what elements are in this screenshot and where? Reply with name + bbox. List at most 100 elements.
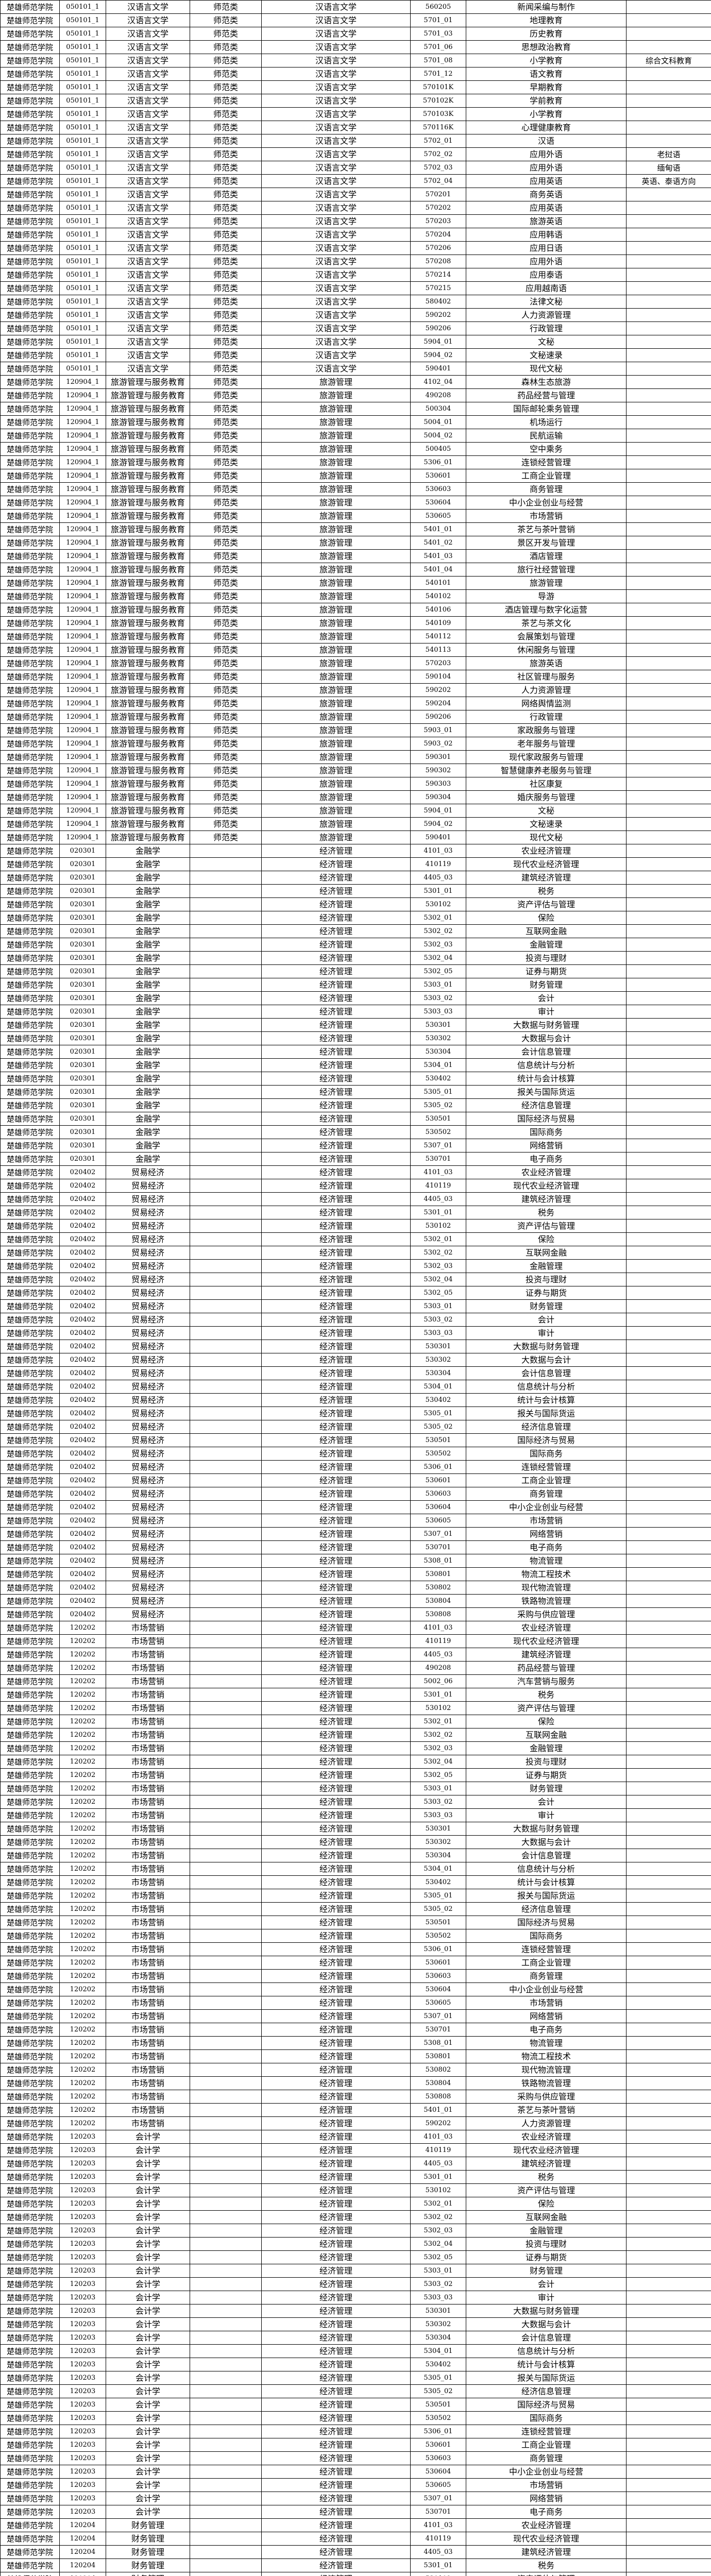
cell-school: 楚雄师范学院 xyxy=(0,1460,60,1474)
cell-college-category: 经济管理 xyxy=(261,2411,411,2425)
cell-college-code: 5308_01 xyxy=(410,2036,466,2050)
cell-school: 楚雄师范学院 xyxy=(0,737,60,751)
cell-college-category: 经济管理 xyxy=(261,2277,411,2291)
cell-school: 楚雄师范学院 xyxy=(0,1179,60,1193)
table-row: 楚雄师范学院 120203 会计学 经济管理 530701 电子商务 xyxy=(0,2505,711,2519)
cell-college-major: 农业经济管理 xyxy=(466,1621,627,1635)
cell-normal-category xyxy=(190,1996,262,2010)
cell-college-code: 5701_08 xyxy=(410,54,466,67)
cell-undergrad-major: 贸易经济 xyxy=(106,1581,190,1595)
cell-college-code: 5302_04 xyxy=(410,951,466,965)
cell-undergrad-code: 020402 xyxy=(59,1165,106,1179)
cell-undergrad-code: 120204 xyxy=(59,2545,106,2559)
cell-normal-category xyxy=(190,2478,262,2492)
cell-remark xyxy=(626,2451,711,2465)
table-row: 楚雄师范学院 020402 贸易经济 经济管理 5305_02 经济信息管理 xyxy=(0,1420,711,1434)
cell-normal-category xyxy=(190,2036,262,2050)
cell-remark xyxy=(626,482,711,496)
cell-remark: 综合文科教育 xyxy=(626,54,711,67)
table-row: 楚雄师范学院 120202 市场营销 经济管理 5301_01 税务 xyxy=(0,1688,711,1702)
cell-normal-category xyxy=(190,1326,262,1340)
cell-remark xyxy=(626,2009,711,2023)
cell-college-code: 5302_05 xyxy=(410,964,466,978)
cell-college-code: 5301_01 xyxy=(410,2170,466,2184)
cell-undergrad-major: 汉语言文学 xyxy=(106,348,190,362)
table-row: 楚雄师范学院 120904_1 旅游管理与服务教育 师范类 旅游管理 590206 行政管理 xyxy=(0,710,711,724)
cell-college-major: 老年服务与管理 xyxy=(466,737,627,751)
cell-college-category: 经济管理 xyxy=(261,1420,411,1434)
cell-undergrad-major: 金融学 xyxy=(106,951,190,965)
cell-undergrad-major: 贸易经济 xyxy=(106,1527,190,1541)
cell-college-code: 410119 xyxy=(410,2532,466,2546)
table-row: 楚雄师范学院 120203 会计学 经济管理 5305_02 经济信息管理 xyxy=(0,2384,711,2398)
cell-undergrad-major: 会计学 xyxy=(106,2183,190,2197)
cell-undergrad-code: 020402 xyxy=(59,1607,106,1621)
cell-remark xyxy=(626,67,711,81)
cell-normal-category xyxy=(190,1741,262,1755)
table-row: 楚雄师范学院 020402 贸易经济 经济管理 5306_01 连锁经营管理 xyxy=(0,1460,711,1474)
cell-undergrad-code: 120202 xyxy=(59,1969,106,1983)
cell-remark xyxy=(626,1259,711,1273)
table-row: 楚雄师范学院 050101_1 汉语言文学 师范类 汉语言文学 5702_03 应用外语 缅甸… xyxy=(0,161,711,175)
cell-normal-category: 师范类 xyxy=(190,536,262,550)
cell-school: 楚雄师范学院 xyxy=(0,1192,60,1206)
cell-college-code: 5004_02 xyxy=(410,429,466,443)
cell-remark xyxy=(626,1206,711,1219)
cell-undergrad-code: 020402 xyxy=(59,1380,106,1394)
cell-college-code: 5701_01 xyxy=(410,13,466,27)
cell-remark xyxy=(626,1648,711,1662)
cell-undergrad-major: 金融学 xyxy=(106,938,190,952)
cell-remark xyxy=(626,228,711,242)
cell-college-category: 经济管理 xyxy=(261,1741,411,1755)
cell-undergrad-code: 050101_1 xyxy=(59,107,106,121)
cell-remark xyxy=(626,978,711,992)
table-row: 楚雄师范学院 120904_1 旅游管理与服务教育 师范类 旅游管理 5004_02 民航运… xyxy=(0,429,711,443)
table-row: 楚雄师范学院 120904_1 旅游管理与服务教育 师范类 旅游管理 590401 现代文秘 xyxy=(0,831,711,844)
cell-college-major: 物流工程技术 xyxy=(466,1567,627,1581)
table-row: 楚雄师范学院 120204 财务管理 经济管理 4101_03 农业经济管理 xyxy=(0,2518,711,2532)
cell-undergrad-major: 市场营销 xyxy=(106,1674,190,1688)
cell-school: 楚雄师范学院 xyxy=(0,2023,60,2037)
cell-college-code: 540113 xyxy=(410,643,466,657)
cell-school: 楚雄师范学院 xyxy=(0,1996,60,2010)
cell-undergrad-code: 120904_1 xyxy=(59,402,106,416)
cell-college-code: 530102 xyxy=(410,897,466,911)
cell-undergrad-code: 020402 xyxy=(59,1567,106,1581)
cell-college-code: 5307_01 xyxy=(410,1139,466,1153)
cell-school: 楚雄师范学院 xyxy=(0,522,60,536)
cell-college-code: 530502 xyxy=(410,1447,466,1461)
cell-undergrad-major: 金融学 xyxy=(106,911,190,925)
cell-college-code: 530604 xyxy=(410,1982,466,1996)
cell-remark xyxy=(626,1929,711,1943)
table-row: 楚雄师范学院 020301 金融学 经济管理 530304 会计信息管理 xyxy=(0,1045,711,1059)
cell-school: 楚雄师范学院 xyxy=(0,1045,60,1059)
cell-undergrad-code: 120203 xyxy=(59,2478,106,2492)
cell-college-category: 经济管理 xyxy=(261,2210,411,2224)
table-row: 楚雄师范学院 120904_1 旅游管理与服务教育 师范类 旅游管理 590303 社区康复 xyxy=(0,777,711,791)
cell-school: 楚雄师范学院 xyxy=(0,1031,60,1045)
cell-normal-category xyxy=(190,2371,262,2385)
cell-remark xyxy=(626,2411,711,2425)
cell-remark xyxy=(626,1755,711,1769)
cell-college-code: 590304 xyxy=(410,790,466,804)
cell-college-category: 经济管理 xyxy=(261,1313,411,1327)
cell-remark xyxy=(626,2250,711,2264)
cell-college-category: 经济管理 xyxy=(261,2558,411,2572)
cell-school: 楚雄师范学院 xyxy=(0,1916,60,1929)
cell-undergrad-code: 120904_1 xyxy=(59,790,106,804)
cell-undergrad-code: 020301 xyxy=(59,1112,106,1126)
cell-undergrad-code: 020402 xyxy=(59,1420,106,1434)
cell-college-code: 4405_03 xyxy=(410,871,466,885)
cell-undergrad-major: 旅游管理与服务教育 xyxy=(106,402,190,416)
cell-college-code: 570203 xyxy=(410,214,466,228)
cell-undergrad-major: 财务管理 xyxy=(106,2545,190,2559)
cell-college-code: 530502 xyxy=(410,1125,466,1139)
cell-college-category: 经济管理 xyxy=(261,1286,411,1300)
cell-college-major: 税务 xyxy=(466,1206,627,1219)
cell-normal-category: 师范类 xyxy=(190,54,262,67)
cell-undergrad-code: 120202 xyxy=(59,1835,106,1849)
cell-remark xyxy=(626,375,711,389)
cell-remark xyxy=(626,1782,711,1795)
cell-undergrad-code: 050101_1 xyxy=(59,308,106,322)
cell-college-major: 文秘速录 xyxy=(466,817,627,831)
